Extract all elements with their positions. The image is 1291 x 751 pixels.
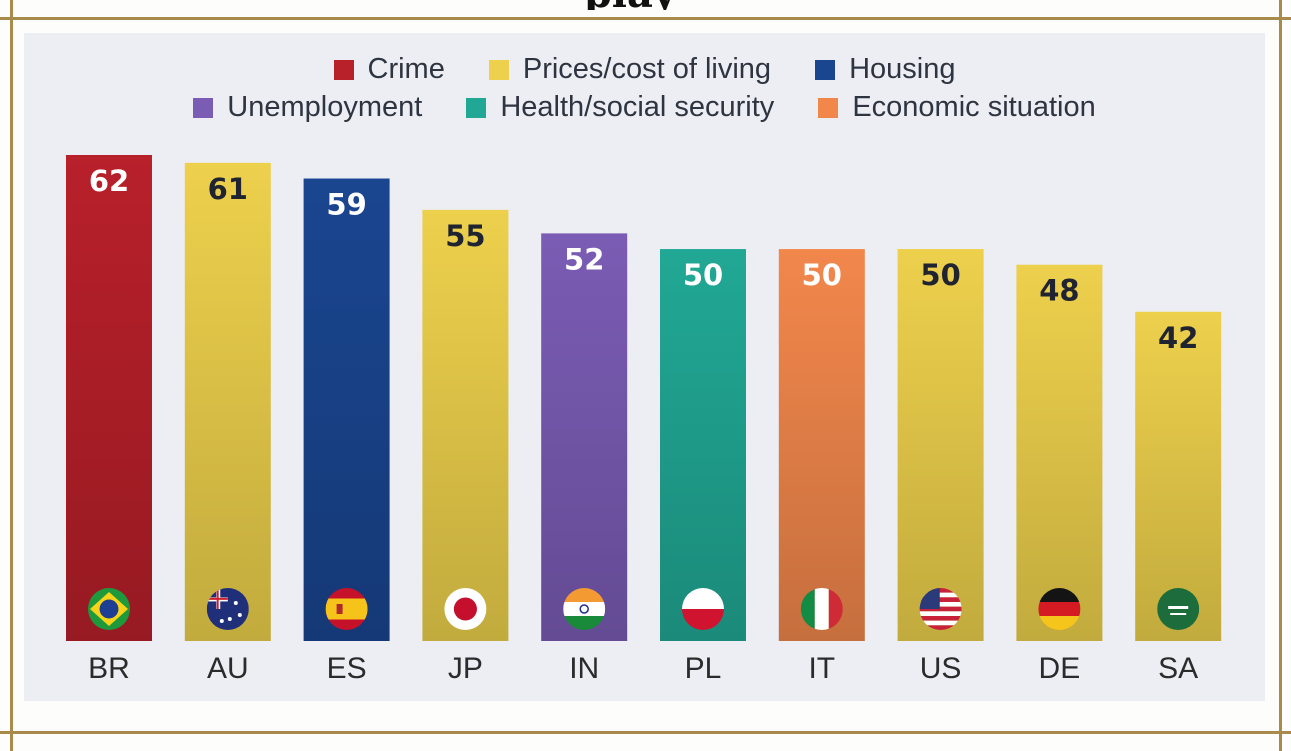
category-label: IN — [569, 652, 599, 685]
poland-flag-icon — [682, 588, 724, 630]
bar-es — [303, 178, 390, 642]
legend-item-unemployment: Unemployment — [193, 91, 422, 124]
category-label: SA — [1158, 652, 1198, 685]
brazil-flag-icon — [88, 588, 130, 630]
category-label: PL — [685, 652, 722, 685]
category-label: US — [920, 652, 962, 685]
legend-swatch — [815, 59, 836, 80]
legend-row-1: Crime Prices/cost of living Housing — [24, 53, 1265, 86]
bar-au — [184, 162, 271, 641]
legend-label: Unemployment — [227, 91, 423, 123]
legend-item-prices: Prices/cost of living — [488, 53, 772, 86]
legend-swatch — [333, 59, 354, 80]
bar-pl — [660, 249, 746, 641]
legend-label: Crime — [367, 53, 445, 85]
usa-flag-icon — [919, 588, 962, 630]
frame-bottom-border — [0, 731, 1291, 734]
frame-top-border — [0, 17, 1291, 20]
bar-value-label: 62 — [89, 164, 129, 198]
legend-item-crime: Crime — [333, 53, 445, 86]
frame-right-border — [1279, 0, 1282, 751]
legend-item-economic: Economic situation — [818, 91, 1096, 124]
frame-left-border — [10, 0, 13, 751]
saudi-arabia-flag-icon — [1157, 588, 1200, 630]
bar-value-label: 59 — [326, 188, 366, 222]
bar-value-label: 50 — [802, 258, 842, 292]
bar-br — [66, 155, 152, 641]
legend-row-2: Unemployment Health/social security Econ… — [24, 91, 1265, 124]
legend-swatch — [488, 59, 509, 80]
bar-value-label: 52 — [564, 242, 604, 276]
bar-value-label: 50 — [920, 258, 960, 292]
bar-value-label: 55 — [445, 219, 485, 253]
category-label: DE — [1039, 652, 1081, 685]
category-label: JP — [448, 652, 483, 685]
bar-value-label: 48 — [1039, 274, 1079, 308]
bar-jp — [422, 209, 509, 641]
bar-value-label: 50 — [683, 258, 723, 292]
bar-it — [778, 249, 865, 641]
legend-item-housing: Housing — [815, 53, 955, 86]
category-label: ES — [327, 652, 367, 685]
legend-swatch — [466, 97, 487, 118]
japan-flag-icon — [444, 588, 487, 630]
category-label: BR — [88, 652, 130, 685]
bar-value-label: 61 — [208, 172, 248, 206]
title-fragment: play — [370, 0, 890, 10]
legend-label: Health/social security — [500, 91, 775, 123]
bar-sa — [1135, 311, 1222, 641]
legend-swatch — [818, 97, 839, 118]
australia-flag-icon — [206, 588, 249, 630]
bar-us — [897, 249, 984, 641]
legend-swatch — [193, 97, 214, 118]
legend-label: Housing — [849, 53, 956, 85]
category-label: IT — [808, 652, 835, 685]
bar-in — [541, 233, 628, 642]
bar-de — [1016, 264, 1103, 641]
spain-flag-icon — [325, 588, 368, 630]
india-flag-icon — [563, 588, 606, 630]
bar-value-label: 42 — [1158, 321, 1198, 355]
germany-flag-icon — [1038, 588, 1081, 630]
legend-label: Economic situation — [852, 91, 1096, 123]
italy-flag-icon — [800, 588, 843, 630]
legend-label: Prices/cost of living — [522, 53, 772, 85]
category-label: AU — [207, 652, 249, 685]
legend-item-health: Health/social security — [466, 91, 774, 124]
